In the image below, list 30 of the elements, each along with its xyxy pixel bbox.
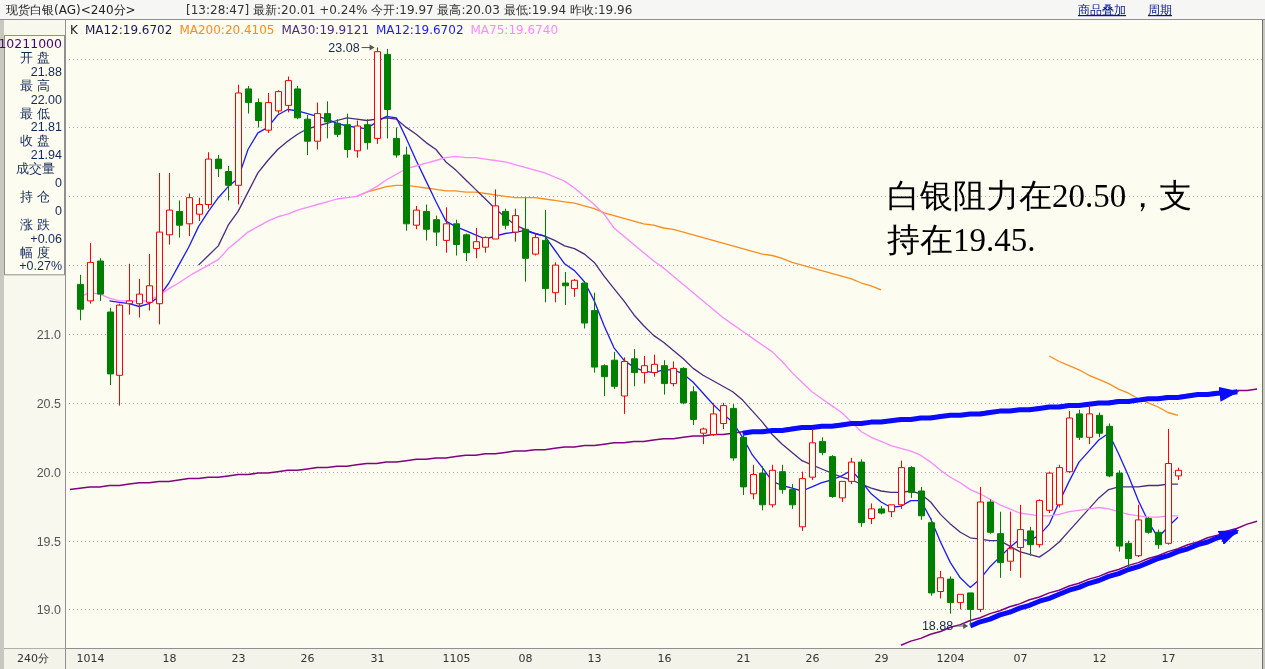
x-tick-label: 1014 xyxy=(76,652,105,665)
x-tick-label: 31 xyxy=(370,652,385,665)
x-tick-label: 26 xyxy=(805,652,820,665)
x-axis-title: 240分 xyxy=(17,652,49,665)
y-tick-label: 20.5 xyxy=(36,396,62,411)
y-tick-label: 21.0 xyxy=(36,327,62,342)
x-tick-label: 1204 xyxy=(936,652,965,665)
x-tick-label: 1105 xyxy=(442,652,471,665)
y-tick-label: 19.0 xyxy=(36,602,62,617)
x-tick-label: 29 xyxy=(874,652,889,665)
annotation: 白银阻力在20.50，支持在19.45. xyxy=(887,177,1194,260)
x-tick-label: 16 xyxy=(657,652,672,665)
chart-subtitle: [13:28:47] 最新:20.01 +0.24% 今开:19.97 最高:20.03 最低:19.94 昨收:19.96 xyxy=(186,3,633,17)
x-tick-label: 13 xyxy=(587,652,602,665)
y-tick-label: 20.0 xyxy=(36,465,62,480)
chart-title: 现货白银(AG)<240分> xyxy=(6,3,136,17)
x-tick-label: 12 xyxy=(1092,652,1107,665)
annotation: 18.88 xyxy=(921,618,954,633)
text: 商品叠加 xyxy=(1078,3,1126,17)
text: 周期 xyxy=(1148,3,1172,17)
x-tick-label: 07 xyxy=(1013,652,1028,665)
x-tick-label: 17 xyxy=(1161,652,1176,665)
x-tick-label: 08 xyxy=(518,652,533,665)
legend: K MA12:19.6702 MA200:20.4105 MA30:19.9121 MA12:19.6702 MA75:19.6740 xyxy=(70,23,558,37)
x-tick-label: 18 xyxy=(162,652,177,665)
x-tick-label: 26 xyxy=(300,652,315,665)
annotation: 23.08 xyxy=(328,40,360,55)
x-tick-label: 21 xyxy=(736,652,751,665)
x-tick-label: 23 xyxy=(231,652,246,665)
y-tick-label: 19.5 xyxy=(36,534,62,549)
